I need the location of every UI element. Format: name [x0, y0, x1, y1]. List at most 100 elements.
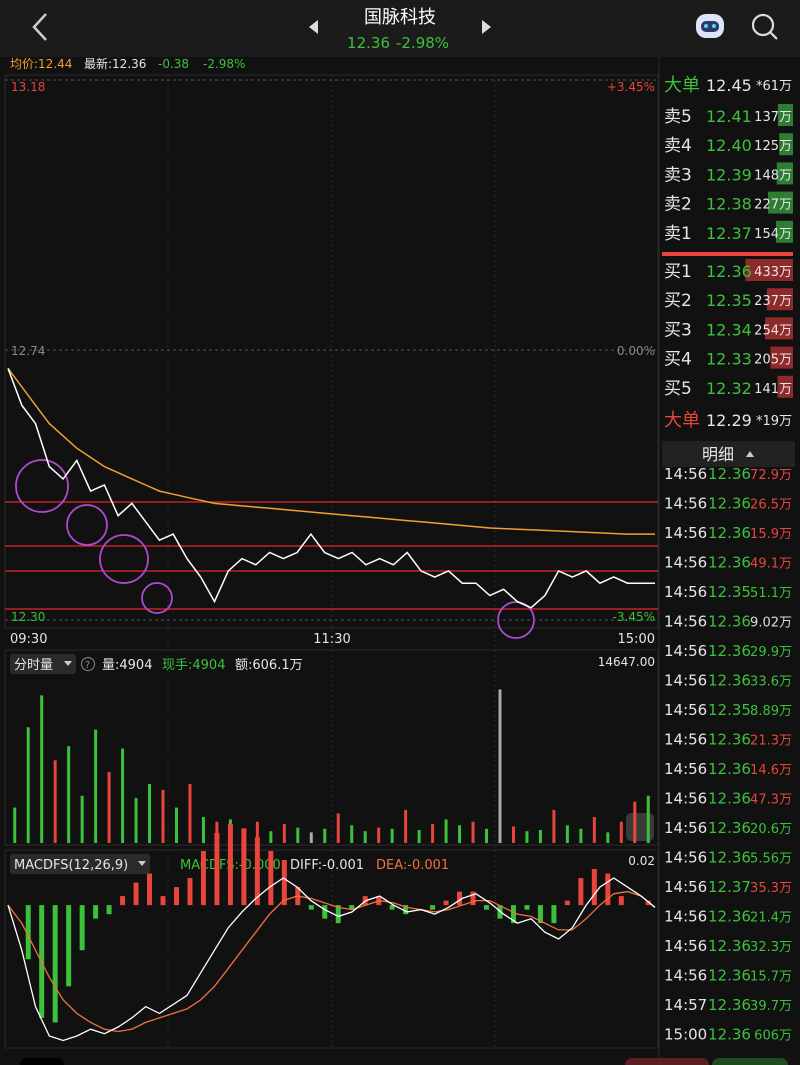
book-volume: *19万	[756, 414, 792, 429]
macd-bar	[510, 905, 516, 924]
book-volume: 254万	[754, 323, 792, 338]
trade-time: 14:56	[664, 760, 707, 778]
trade-time: 14:56	[664, 908, 707, 926]
book-volume: 227万	[754, 198, 792, 213]
trade-time: 14:56	[664, 613, 707, 631]
volume-bar	[53, 760, 57, 843]
macd-bar	[187, 878, 193, 906]
book-label: 卖2	[664, 195, 692, 215]
diff-value: DIFF:-0.001	[290, 858, 364, 873]
macd-bar	[66, 905, 72, 987]
volume-bar	[444, 819, 448, 843]
volume-indicator-select[interactable]	[10, 654, 76, 674]
trade-price: 12.37	[708, 878, 751, 896]
trade-price: 12.36	[708, 642, 751, 660]
assistant-icon[interactable]	[696, 14, 724, 38]
macd-bar	[403, 905, 409, 915]
trade-price: 12.35	[708, 583, 751, 601]
help-icon[interactable]	[81, 657, 95, 671]
trade-volume: 9.02万	[750, 616, 792, 631]
trade-time: 14:56	[664, 672, 707, 690]
macd-bar	[605, 873, 611, 906]
macd-bar	[147, 873, 153, 906]
next-stock[interactable]	[482, 20, 491, 34]
header-price: 12.36	[347, 34, 390, 52]
x-tick-label: 15:00	[618, 632, 655, 647]
book-volume: 148万	[754, 168, 792, 183]
trade-price: 12.36	[708, 495, 751, 513]
volume-bar	[94, 729, 98, 843]
volume-bar	[606, 832, 610, 843]
trade-volume: 21.3万	[750, 734, 792, 749]
macd-bar	[200, 850, 206, 906]
volume-bar	[592, 817, 596, 843]
y-tick-label: 12.74	[11, 344, 45, 358]
book-label: 买5	[664, 379, 692, 399]
macd-bar	[173, 887, 179, 906]
trade-price: 12.36	[708, 937, 751, 955]
volume-bar	[498, 689, 502, 843]
prev-stock[interactable]	[309, 20, 318, 34]
book-label: 买1	[664, 262, 692, 282]
volume-bar	[377, 827, 381, 843]
macd-bar	[470, 891, 476, 906]
trade-price: 12.35	[708, 701, 751, 719]
trade-price: 12.36	[708, 672, 751, 690]
volume-bar	[579, 828, 583, 843]
book-label: 卖1	[664, 224, 692, 244]
amount-stat: 额:606.1万	[235, 658, 303, 673]
trade-price: 12.36	[708, 524, 751, 542]
volume-bar	[538, 830, 542, 843]
search-icon[interactable]	[751, 13, 778, 40]
volume-bar	[552, 809, 556, 843]
trade-time: 14:56	[664, 465, 707, 483]
volume-bar	[458, 825, 462, 843]
macd-bar	[93, 905, 99, 919]
buy-button[interactable]	[625, 1058, 709, 1065]
volume-bar	[282, 824, 286, 843]
avg-line	[7, 367, 655, 535]
depth-bar	[745, 259, 793, 281]
book-label: 大单	[664, 75, 700, 96]
trade-volume: 29.9万	[750, 645, 792, 660]
macd-bar	[389, 905, 395, 910]
expand-button[interactable]	[626, 813, 654, 841]
trade-volume: 32.3万	[750, 940, 792, 955]
macd-bar	[578, 878, 584, 906]
volume-bar	[431, 824, 435, 843]
macd-indicator-select[interactable]	[10, 854, 150, 874]
volume-bar	[363, 831, 367, 843]
trade-price: 12.36	[708, 849, 751, 867]
change: -0.38	[158, 57, 189, 71]
y-tick-label: 13.18	[11, 80, 45, 94]
macd-bar	[214, 832, 220, 906]
book-volume: 237万	[754, 294, 792, 309]
volume-bar	[390, 828, 394, 843]
macd-bar	[484, 905, 490, 910]
drawn-lines[interactable]	[5, 501, 658, 610]
pct-label: 0.00%	[617, 344, 655, 358]
volume-bar	[404, 809, 408, 843]
trade-time: 14:56	[664, 849, 707, 867]
book-label: 买3	[664, 320, 692, 340]
macd-bar	[227, 823, 233, 906]
volume-bar	[565, 825, 569, 843]
volume-bar	[511, 826, 515, 843]
volume-bar	[26, 727, 30, 843]
trade-volume: 72.9万	[750, 468, 792, 483]
trade-volume: 8.89万	[750, 704, 792, 719]
book-price: 12.45	[706, 76, 752, 95]
bottom-button[interactable]	[20, 1058, 64, 1065]
depth-bar	[766, 288, 793, 311]
volume-bar	[148, 783, 152, 843]
volume-bar	[336, 813, 340, 843]
trade-time: 14:56	[664, 642, 707, 660]
indicator-name: 分时量	[14, 658, 53, 673]
trade-volume: 49.1万	[750, 557, 792, 572]
macd-bar	[254, 837, 260, 906]
back-button[interactable]	[32, 13, 47, 41]
trade-price: 12.36	[708, 731, 751, 749]
volume-bar	[485, 828, 489, 843]
sell-button[interactable]	[712, 1058, 788, 1065]
